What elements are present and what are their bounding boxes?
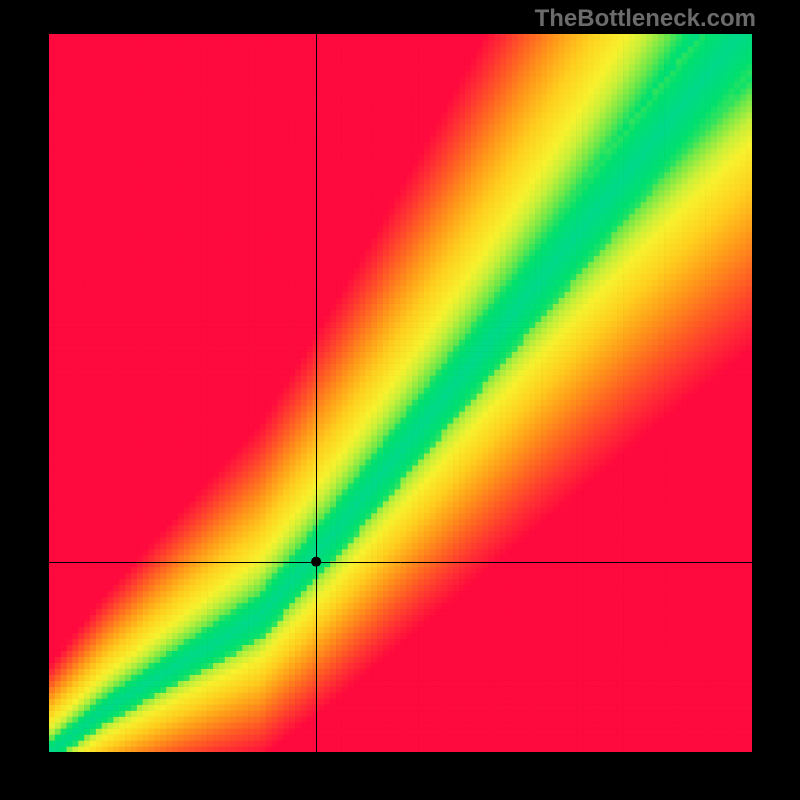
watermark-text: TheBottleneck.com <box>535 5 756 33</box>
bottleneck-heatmap <box>49 34 752 752</box>
chart-container: { "canvas": { "width_px": 800, "height_p… <box>0 0 800 800</box>
